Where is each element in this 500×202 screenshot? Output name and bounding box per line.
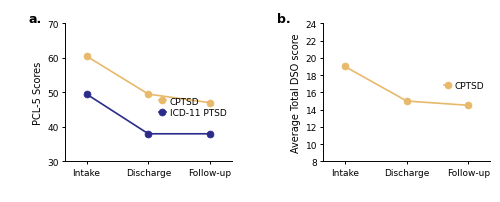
ICD-11 PTSD xyxy=(84,93,89,96)
Text: b.: b. xyxy=(276,13,290,26)
CPTSD xyxy=(207,102,213,104)
CPTSD xyxy=(466,105,471,107)
Legend: CPTSD, ICD-11 PTSD: CPTSD, ICD-11 PTSD xyxy=(158,96,227,119)
Line: CPTSD: CPTSD xyxy=(83,53,214,107)
Line: CPTSD: CPTSD xyxy=(342,64,472,109)
Y-axis label: PCL-5 Scores: PCL-5 Scores xyxy=(33,61,43,124)
CPTSD xyxy=(146,93,152,96)
CPTSD xyxy=(342,66,348,68)
Line: ICD-11 PTSD: ICD-11 PTSD xyxy=(83,91,214,138)
CPTSD xyxy=(404,100,409,103)
ICD-11 PTSD xyxy=(146,133,152,135)
Text: a.: a. xyxy=(28,13,42,26)
CPTSD xyxy=(84,56,89,58)
Y-axis label: Average Total DSO score: Average Total DSO score xyxy=(292,34,302,152)
Legend: CPTSD: CPTSD xyxy=(443,81,486,92)
ICD-11 PTSD xyxy=(207,133,213,135)
